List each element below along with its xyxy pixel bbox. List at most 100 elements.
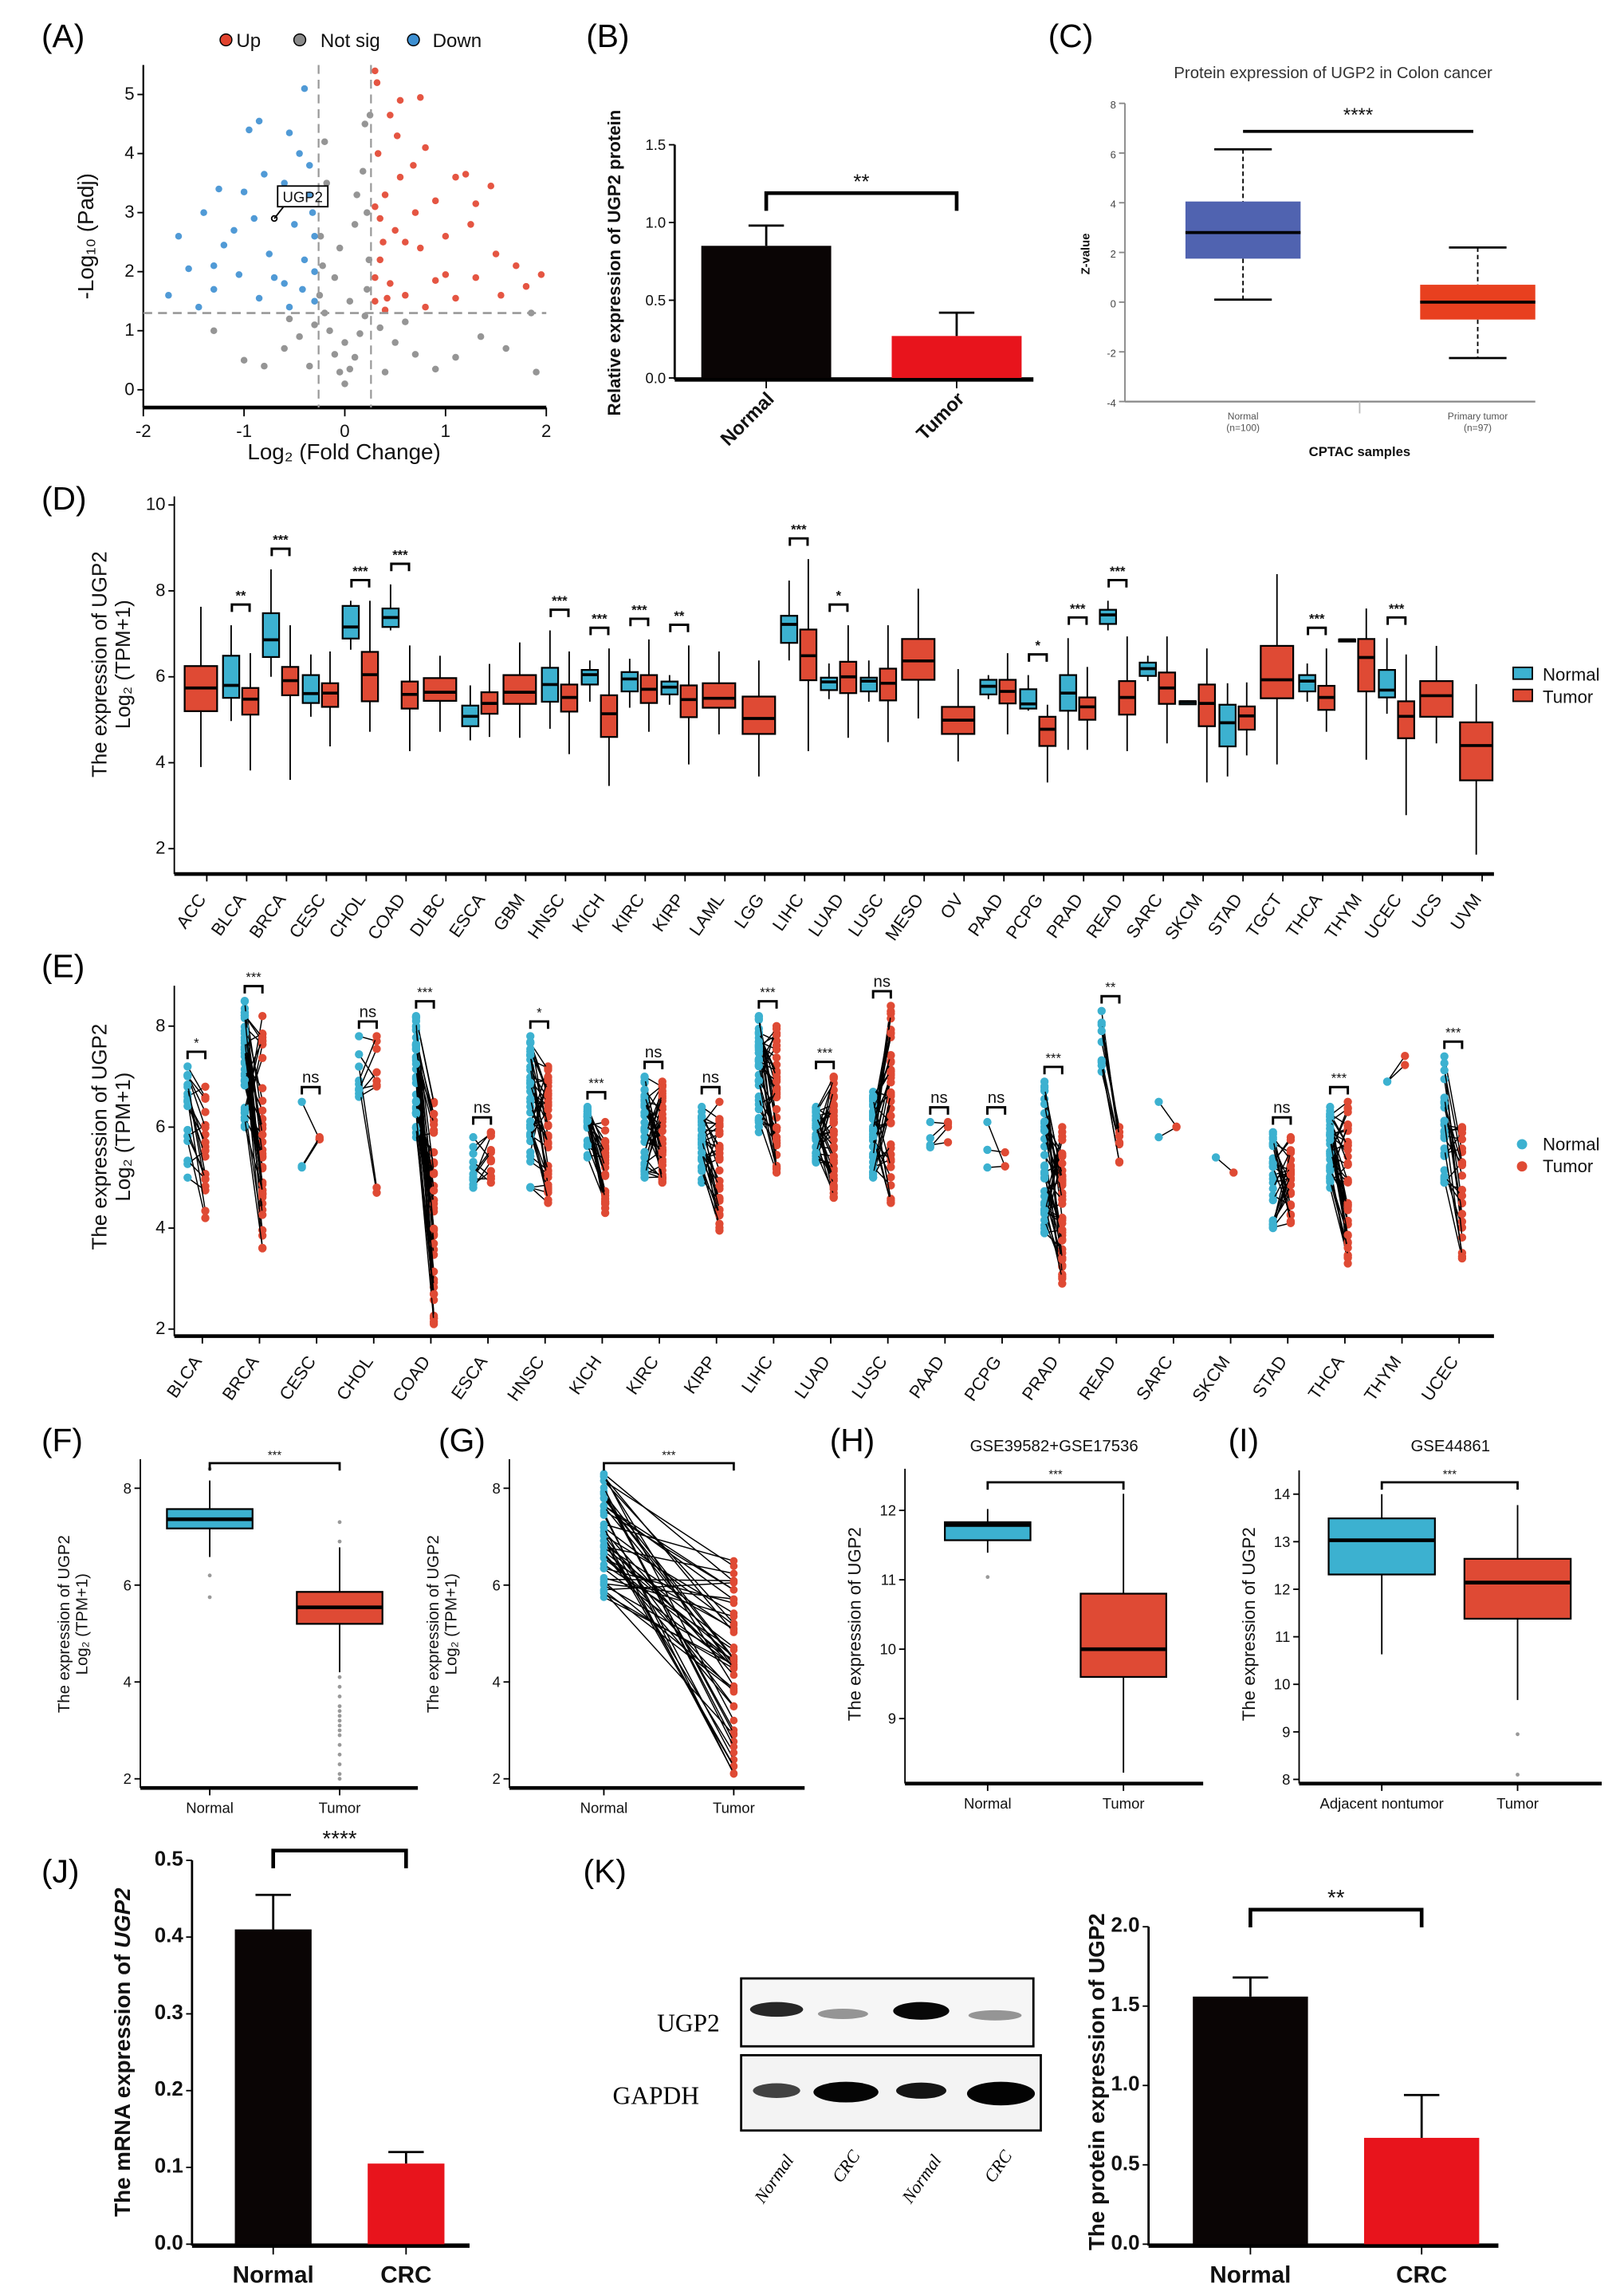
significance-bracket [186,1050,207,1060]
point-tumor [829,1100,838,1109]
significance-label: ns [1273,1100,1291,1117]
y-tick-label: 6 [493,1576,501,1593]
y-tick-label: 0.5 [155,1848,183,1870]
point-normal [600,1483,608,1492]
box-normal [1019,688,1038,710]
legend-label: Down [433,30,482,52]
pair-line [701,1116,721,1148]
box-tumor [1038,715,1057,747]
pair-line [301,1136,320,1167]
point-tumor [829,1119,838,1128]
point-tumor [772,1061,781,1069]
pair-line [1272,1174,1292,1221]
pair-line [187,1084,206,1175]
point-normal [868,1142,878,1151]
outlier [337,1709,342,1714]
pair-line [529,1051,549,1092]
point-normal [240,997,250,1006]
point-up [537,271,545,278]
pair-line [415,1127,435,1322]
significance-label: **** [1343,104,1373,126]
point-normal [1040,1174,1049,1183]
point-tumor [429,1186,438,1195]
point-tumor [544,1065,552,1074]
y-tick-label: 0.0 [1111,2232,1140,2254]
pair-line [529,1127,549,1200]
point-tumor [258,1036,267,1045]
pair-line [244,1112,263,1136]
point-tumor [715,1219,724,1228]
point-up [383,294,391,302]
point-tumor [372,1045,381,1053]
y-tick-label: 2 [155,1318,165,1338]
significance-bracket [472,1116,493,1125]
point-normal [1440,1178,1449,1187]
point-up [431,197,439,205]
y-axis-label: The expression of UGP2 [1239,1527,1259,1721]
x-tick-label: 1 [441,421,450,441]
point-tumor [1401,1061,1410,1069]
significance-label: **** [322,1826,356,1851]
point-normal [1440,1116,1449,1125]
point-tumor [729,1769,738,1777]
point-normal [526,1117,535,1126]
y-tick-label: 0.5 [645,292,666,309]
box-tumor [679,684,698,718]
point-normal [1040,1161,1049,1170]
point-tumor [544,1180,552,1190]
point-normal [926,1134,934,1143]
outlier [337,1704,342,1709]
point-up [402,238,409,246]
point-tumor [486,1157,495,1166]
point-down [200,209,207,216]
point-tumor [372,1081,381,1089]
point-up [374,150,382,157]
point-tumor [258,1149,267,1159]
point-tumor [658,1148,667,1157]
pair-line [358,1049,378,1091]
point-tumor [1058,1149,1067,1158]
y-tick-label: 0.0 [645,369,666,386]
x-tick-label: 2 [541,421,551,441]
point-normal [640,1073,649,1082]
y-axis-label: Z-value [1080,234,1093,275]
y-tick-label: 0.5 [1111,2152,1140,2175]
point-normal [754,1037,764,1046]
point-tumor [258,1124,267,1133]
point-up [472,274,480,281]
point-down [240,188,248,195]
point-down [296,150,303,157]
point-up [462,171,470,178]
point-tumor [258,1189,267,1199]
box-normal [1327,1517,1436,1576]
y-axis-label: The mRNA expression of UGP2 [110,1887,135,2217]
point-down [215,185,222,193]
point-tumor [943,1138,953,1147]
box-normal [341,604,360,640]
point-tumor [1457,1124,1467,1134]
point-up [442,232,450,240]
pair-line [815,1116,835,1158]
point-tumor [1058,1255,1067,1264]
pair-line [472,1149,492,1175]
point-tumor [1058,1274,1067,1283]
point-normal [583,1116,592,1126]
point-tumor [658,1089,667,1098]
point-tumor [658,1135,667,1144]
significance-label: *** [631,602,647,617]
y-tick-label: 4 [124,143,134,163]
point-normal [1440,1166,1449,1175]
significance-label: *** [1331,1071,1347,1086]
significance-bracket [1386,616,1407,625]
point-tumor [772,1030,781,1040]
point-not-sig [296,333,303,340]
outlier [337,1752,342,1757]
significance-bracket [757,1000,778,1009]
point-tumor [486,1174,495,1183]
panel-label-a: (A) [41,18,85,54]
legend-normal-swatch [1512,666,1533,680]
pair-line [604,1583,734,1600]
point-not-sig [331,351,339,358]
significance-label: ns [988,1089,1005,1107]
y-tick-label: 0 [1111,297,1116,309]
